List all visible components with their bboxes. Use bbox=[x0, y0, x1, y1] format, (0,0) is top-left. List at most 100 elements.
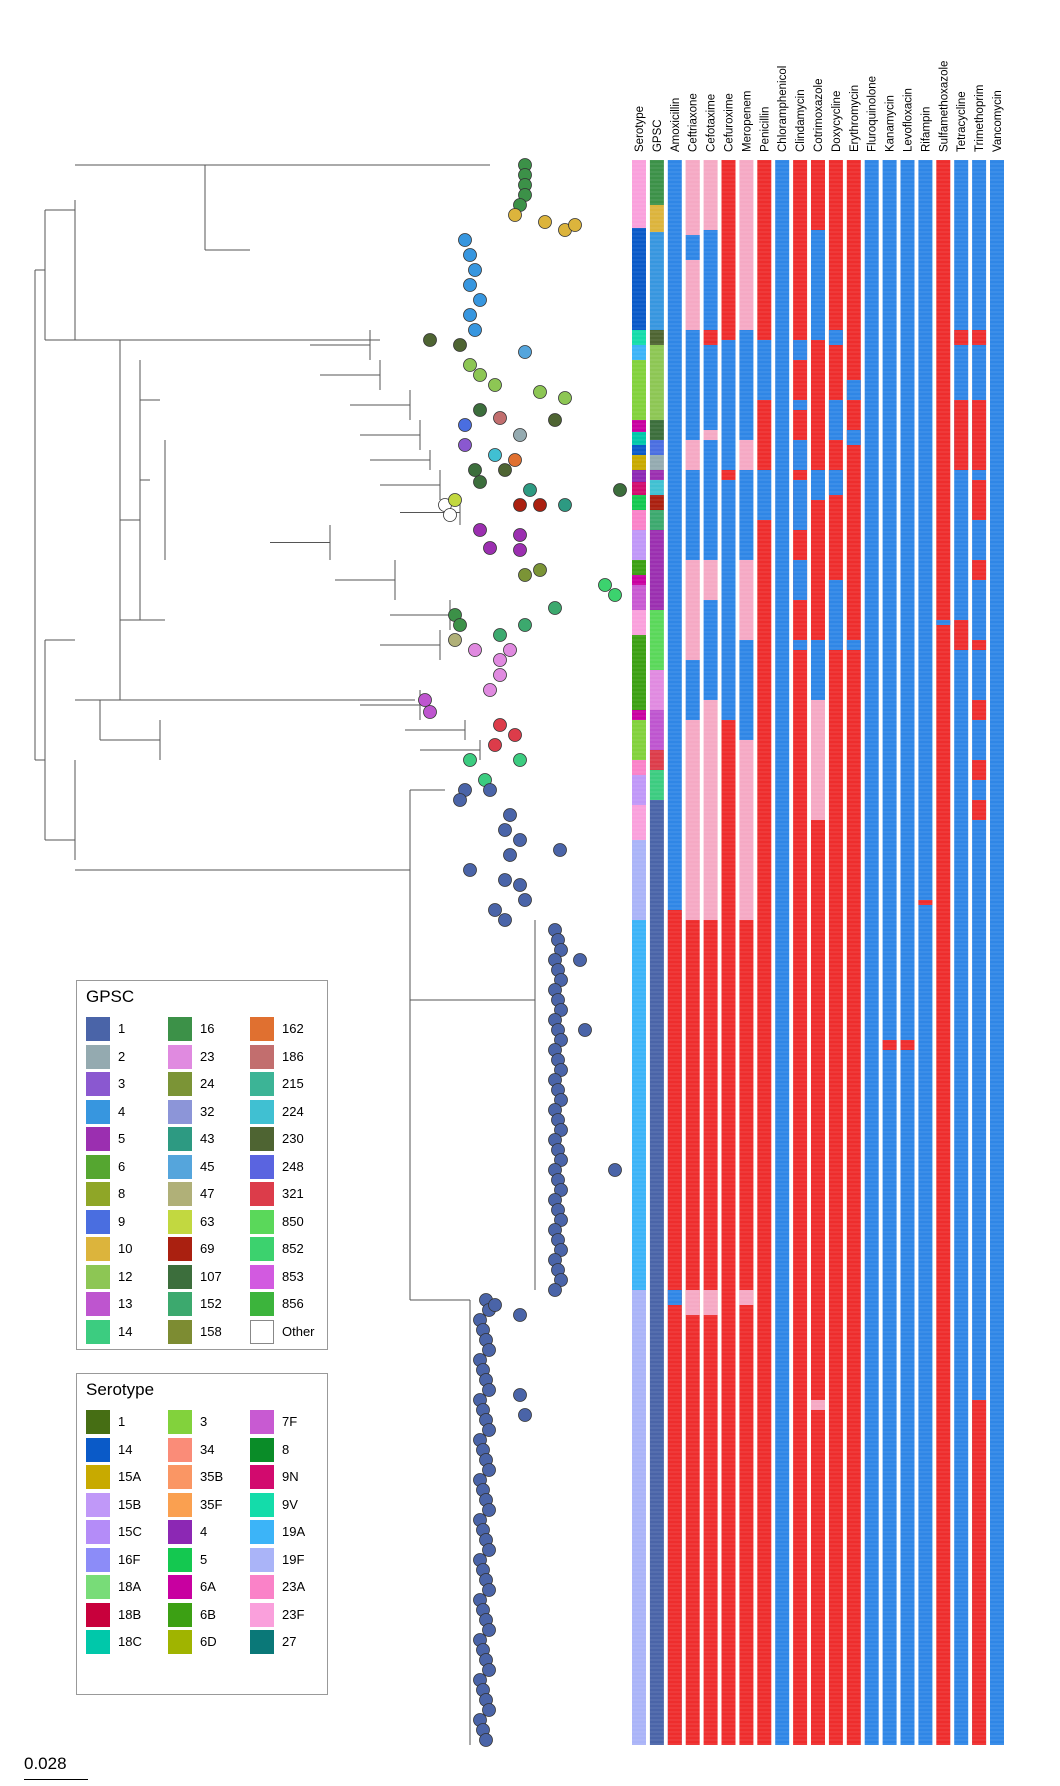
heatmap-cell bbox=[649, 480, 664, 495]
column-header: Cefuroxime bbox=[724, 93, 736, 152]
tree-tip bbox=[533, 385, 547, 399]
tree-tip bbox=[538, 215, 552, 229]
serotype-legend-label: 3 bbox=[200, 1414, 208, 1429]
gpsc-legend-swatch bbox=[250, 1319, 274, 1344]
gpsc-legend-swatch bbox=[168, 1237, 192, 1261]
gpsc-legend-label: 12 bbox=[118, 1268, 133, 1284]
heatmap-cell bbox=[811, 340, 825, 470]
gpsc-legend-label: 1 bbox=[118, 1021, 126, 1036]
gpsc-legend-item: 9 bbox=[86, 1209, 196, 1234]
gpsc-legend-swatch bbox=[86, 1237, 110, 1261]
resistance-heatmap bbox=[632, 159, 1004, 1745]
tree-tip bbox=[508, 208, 522, 222]
heatmap-cell bbox=[846, 160, 861, 1745]
gpsc-legend-swatch bbox=[250, 1182, 274, 1206]
heatmap-cell bbox=[703, 430, 718, 440]
serotype-legend-item: 8 bbox=[250, 1437, 360, 1462]
gpsc-legend-title: GPSC bbox=[86, 987, 135, 1006]
heatmap-cell bbox=[793, 160, 808, 1745]
gpsc-legend-swatch bbox=[250, 1292, 274, 1316]
serotype-legend-item: 15B bbox=[86, 1492, 196, 1517]
tree-tip bbox=[518, 618, 532, 632]
tree-tip bbox=[488, 738, 502, 752]
serotype-legend-swatch bbox=[86, 1602, 110, 1627]
gpsc-legend-swatch bbox=[86, 1209, 110, 1234]
tree-tip bbox=[482, 1423, 496, 1437]
gpsc-legend-swatch bbox=[250, 1237, 274, 1261]
serotype-legend-item: 23A bbox=[250, 1575, 360, 1599]
gpsc-legend-label: 856 bbox=[282, 1296, 304, 1311]
gpsc-legend-swatch bbox=[86, 1319, 110, 1344]
heatmap-cell bbox=[811, 700, 825, 820]
tree-tip bbox=[554, 1213, 568, 1227]
tree-tip bbox=[463, 278, 477, 292]
gpsc-legend-item: 321 bbox=[250, 1182, 360, 1206]
tree-tip bbox=[488, 448, 502, 462]
column-header: Ceftriaxone bbox=[688, 93, 700, 152]
heatmap-cell bbox=[703, 330, 718, 345]
tree-tip bbox=[523, 483, 537, 497]
tree-tip bbox=[473, 368, 487, 382]
tree-tip bbox=[488, 378, 502, 392]
tree-tip bbox=[488, 903, 502, 917]
heatmap-cell bbox=[685, 470, 700, 560]
gpsc-legend-label: 8 bbox=[118, 1186, 126, 1201]
heatmap-cell bbox=[954, 400, 969, 470]
heatmap-cell bbox=[703, 560, 718, 600]
column-header: Trimethoprim bbox=[974, 85, 986, 152]
gpsc-legend-label: 23 bbox=[200, 1048, 215, 1064]
heatmap-cell bbox=[649, 345, 664, 420]
tree-tip bbox=[463, 308, 477, 322]
tree-tip bbox=[418, 693, 432, 707]
gpsc-legend-item: 224 bbox=[250, 1099, 360, 1124]
scale-bar-label: 0.028 bbox=[24, 1754, 67, 1773]
column-header: Vancomycin bbox=[992, 90, 1004, 152]
tree-tip bbox=[553, 843, 567, 857]
gpsc-legend-item: 43 bbox=[168, 1127, 278, 1151]
serotype-legend-label: 5 bbox=[200, 1551, 208, 1567]
gpsc-legend-item: 230 bbox=[250, 1127, 360, 1151]
heatmap-cell bbox=[954, 160, 969, 1745]
serotype-legend-label: 18C bbox=[118, 1634, 142, 1649]
heatmap-cell bbox=[721, 345, 736, 470]
heatmap-cell bbox=[828, 470, 843, 495]
heatmap-cell bbox=[632, 560, 646, 575]
tree-tip bbox=[493, 628, 507, 642]
serotype-legend-item: 23F bbox=[250, 1602, 360, 1627]
serotype-legend-item: 18A bbox=[86, 1575, 196, 1599]
heatmap-cell bbox=[811, 230, 825, 340]
gpsc-legend-item: 107 bbox=[168, 1264, 278, 1289]
heatmap-cell bbox=[828, 160, 843, 1745]
tree-tip bbox=[463, 863, 477, 877]
serotype-legend-item: 7F bbox=[250, 1410, 360, 1434]
heatmap-cell bbox=[632, 670, 646, 710]
tree-tip bbox=[458, 233, 472, 247]
heatmap-cell bbox=[685, 290, 700, 330]
gpsc-legend-label: 230 bbox=[282, 1131, 304, 1146]
gpsc-legend-label: 321 bbox=[282, 1186, 304, 1201]
gpsc-legend-item: 45 bbox=[168, 1154, 278, 1179]
heatmap-cell bbox=[632, 720, 646, 760]
gpsc-legend-swatch bbox=[168, 1209, 192, 1234]
gpsc-legend-swatch bbox=[168, 1292, 192, 1316]
tree-tip bbox=[448, 633, 462, 647]
gpsc-legend-label: 215 bbox=[282, 1076, 304, 1091]
serotype-legend-swatch bbox=[168, 1492, 192, 1517]
gpsc-legend-label: 69 bbox=[200, 1241, 215, 1256]
column-header: Meropenem bbox=[741, 91, 753, 152]
serotype-legend-swatch bbox=[250, 1602, 274, 1627]
heatmap-cell bbox=[739, 640, 754, 690]
tree-tip bbox=[423, 705, 437, 719]
gpsc-legend-swatch bbox=[86, 1044, 110, 1069]
serotype-legend-label: 15A bbox=[118, 1469, 142, 1484]
serotype-legend-item: 9N bbox=[250, 1465, 360, 1489]
heatmap-cell bbox=[703, 345, 718, 430]
column-header: Fluroquinolone bbox=[867, 76, 879, 152]
gpsc-legend-item: 1 bbox=[86, 1017, 196, 1041]
heatmap-cell bbox=[632, 228, 646, 330]
gpsc-legend-label: 32 bbox=[200, 1103, 215, 1119]
gpsc-legend-label: 4 bbox=[118, 1103, 126, 1119]
heatmap-cell bbox=[721, 160, 736, 340]
serotype-legend-label: 1 bbox=[118, 1414, 126, 1429]
heatmap-cell bbox=[936, 620, 951, 625]
